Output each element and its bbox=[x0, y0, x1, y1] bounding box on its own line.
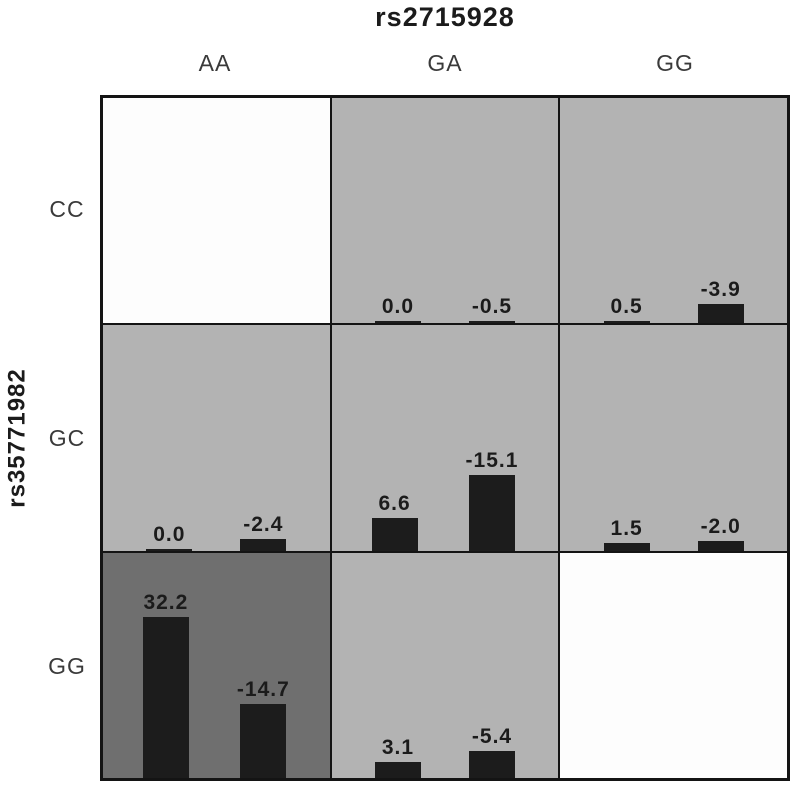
bar bbox=[468, 475, 515, 551]
bar-group: 32.2 bbox=[142, 590, 189, 778]
column-label-aa: AA bbox=[198, 50, 232, 76]
bar-pair: 0.0 -0.5 bbox=[332, 295, 559, 324]
bar-pair: 3.1 -5.4 bbox=[332, 725, 559, 778]
bar-pair: 32.2 -14.7 bbox=[103, 591, 330, 778]
bar-group: -2.0 bbox=[697, 514, 744, 551]
bar-pair: 1.5 -2.0 bbox=[560, 515, 787, 551]
bar-group: -2.4 bbox=[240, 512, 287, 551]
row-label-gg: GG bbox=[48, 653, 86, 680]
column-headers: AA GA GG bbox=[100, 50, 790, 77]
bar bbox=[468, 750, 515, 778]
bar-value-label: -2.0 bbox=[700, 514, 741, 538]
bar-group: 3.1 bbox=[374, 736, 421, 778]
y-axis-label: rs35771982 bbox=[0, 95, 40, 781]
bar-value-label: -15.1 bbox=[465, 449, 519, 473]
bar-group: -3.9 bbox=[697, 277, 744, 324]
bar bbox=[240, 538, 287, 551]
cell-CC-GG: 0.5 -3.9 bbox=[560, 98, 787, 324]
bar-group: 0.0 bbox=[374, 295, 421, 324]
bar-value-label: -2.4 bbox=[243, 512, 284, 536]
cell-GC-AA: 0.0 -2.4 bbox=[103, 325, 330, 551]
bar-value-label: 3.1 bbox=[381, 736, 415, 760]
bar-group: -15.1 bbox=[466, 449, 519, 551]
bar-value-label: 6.6 bbox=[378, 491, 411, 515]
column-label-ga: GA bbox=[427, 50, 463, 76]
bar bbox=[146, 548, 193, 551]
bar-value-label: 0.5 bbox=[610, 294, 643, 318]
cell-GC-GA: 6.6 -15.1 bbox=[331, 325, 559, 551]
genotype-grid: 0.0 -0.5 0.5 -3.9 0.0 -2.4 6.6 -15.1 1.5 -2.0 32.2… bbox=[100, 95, 790, 781]
bar bbox=[468, 320, 515, 324]
cell-GG-AA: 32.2 -14.7 bbox=[103, 552, 330, 778]
bar bbox=[697, 303, 744, 324]
bar bbox=[603, 543, 650, 551]
bar-group: 1.5 bbox=[603, 517, 650, 551]
cell-GG-GG bbox=[560, 552, 787, 778]
column-label-gg: GG bbox=[656, 50, 694, 76]
y-axis-label-text: rs35771982 bbox=[4, 368, 31, 508]
bar-pair: 0.5 -3.9 bbox=[560, 278, 787, 324]
bar-group: 0.5 bbox=[603, 294, 650, 324]
row-label-gc: GC bbox=[48, 424, 86, 451]
bar bbox=[697, 540, 744, 551]
bar bbox=[240, 704, 287, 778]
row-label-cc: CC bbox=[49, 195, 85, 222]
bar bbox=[142, 616, 189, 778]
bar bbox=[603, 320, 650, 324]
bar-pair: 0.0 -2.4 bbox=[103, 513, 330, 551]
row-labels: CC GC GG bbox=[38, 95, 96, 781]
bar bbox=[374, 321, 421, 324]
bar-group: 0.0 bbox=[146, 522, 193, 551]
cell-CC-GA: 0.0 -0.5 bbox=[331, 98, 559, 324]
bar-value-label: -14.7 bbox=[236, 678, 290, 702]
bar-value-label: 1.5 bbox=[610, 517, 643, 541]
bar-value-label: -5.4 bbox=[471, 724, 513, 748]
cell-GC-GG: 1.5 -2.0 bbox=[560, 325, 787, 551]
bar bbox=[371, 517, 418, 551]
bar-value-label: -3.9 bbox=[700, 277, 741, 301]
bar-pair: 6.6 -15.1 bbox=[332, 449, 559, 551]
bar-value-label: 32.2 bbox=[143, 590, 189, 614]
bar bbox=[374, 762, 421, 778]
bar-group: -14.7 bbox=[237, 678, 290, 778]
bar-group: -0.5 bbox=[468, 294, 515, 324]
bar-value-label: -0.5 bbox=[471, 294, 513, 318]
cell-GG-GA: 3.1 -5.4 bbox=[331, 552, 559, 778]
bar-group: 6.6 bbox=[371, 491, 418, 551]
bar-group: -5.4 bbox=[468, 724, 515, 778]
plot-title: rs2715928 bbox=[375, 2, 515, 32]
cell-CC-AA bbox=[103, 98, 330, 324]
bar-value-label: 0.0 bbox=[153, 522, 186, 546]
bar-value-label: 0.0 bbox=[381, 295, 415, 319]
